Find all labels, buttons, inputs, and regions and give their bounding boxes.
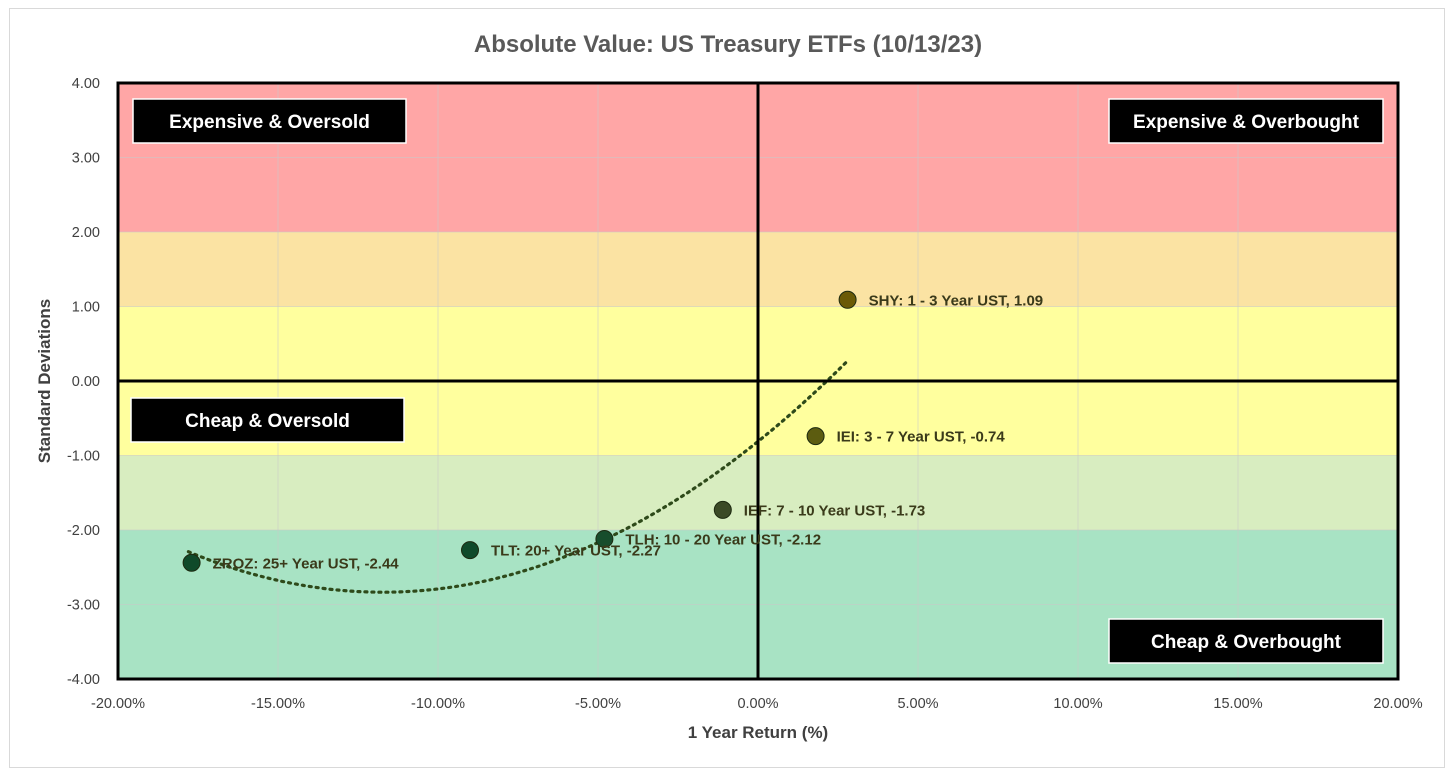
quadrant-label-box [1108, 618, 1384, 664]
quadrant-label-box [132, 98, 407, 144]
x-tick-label: -20.00% [91, 696, 145, 712]
y-axis-title: Standard Deviations [35, 299, 54, 463]
y-tick-labels: 4.00 3.00 2.00 1.00 0.00 -1.00 -2.00 -3.00 -4.00 [67, 76, 100, 688]
chart-title: Absolute Value: US Treasury ETFs (10/13/… [474, 31, 982, 58]
quadrant-label-layer: Expensive & Oversold Expensive & Overboug… [130, 98, 1384, 664]
data-point [595, 529, 614, 548]
quadrant-label: Cheap & Oversold [185, 411, 350, 432]
data-label: IEI: 3 - 7 Year UST, -0.74 [837, 429, 1006, 446]
y-tick-label: 4.00 [72, 76, 100, 92]
y-tick-label: 3.00 [72, 151, 100, 167]
x-axis-title: 1 Year Return (%) [688, 723, 828, 742]
data-label: TLH: 10 - 20 Year UST, -2.12 [625, 531, 821, 548]
y-tick-label: -2.00 [67, 523, 100, 539]
data-point [713, 500, 732, 519]
x-tick-label: 15.00% [1213, 696, 1262, 712]
x-tick-label: -5.00% [575, 696, 621, 712]
x-tick-label: 10.00% [1053, 696, 1102, 712]
y-tick-label: -3.00 [67, 598, 100, 614]
data-label: IEF: 7 - 10 Year UST, -1.73 [744, 502, 925, 519]
axis-layer [116, 81, 1400, 681]
trendline-layer [186, 359, 850, 594]
x-tick-label: -10.00% [411, 696, 465, 712]
y-tick-label: 1.00 [72, 300, 100, 316]
y-tick-label: 2.00 [72, 225, 100, 241]
y-tick-label: 0.00 [72, 374, 100, 390]
point-layer: SHY: 1 - 3 Year UST, 1.09 IEI: 3 - 7 Year… [182, 290, 1044, 572]
x-tick-label: 0.00% [737, 696, 778, 712]
data-point [838, 290, 857, 309]
quadrant-label: Expensive & Overbought [1133, 112, 1360, 133]
quadrant-label: Cheap & Overbought [1151, 632, 1342, 653]
data-label: TLT: 20+ Year UST, -2.27 [491, 543, 661, 560]
data-point [182, 553, 201, 572]
data-label: SHY: 1 - 3 Year UST, 1.09 [869, 292, 1044, 309]
quadrant-label-box [1108, 98, 1384, 144]
trendline [186, 359, 850, 594]
quadrant-label: Expensive & Oversold [169, 112, 370, 133]
quadrant-label-box [130, 397, 405, 443]
data-point [461, 541, 479, 560]
x-tick-label: 20.00% [1373, 696, 1422, 712]
x-tick-label: 5.00% [897, 696, 938, 712]
x-tick-label: -15.00% [251, 696, 305, 712]
x-tick-labels: -20.00% -15.00% -10.00% -5.00% 0.00% 5.00% 10.… [91, 696, 1423, 712]
y-tick-label: -1.00 [67, 449, 100, 465]
y-tick-label: -4.00 [67, 672, 100, 688]
data-label: ZROZ: 25+ Year UST, -2.44 [213, 555, 400, 572]
data-point [806, 427, 825, 446]
